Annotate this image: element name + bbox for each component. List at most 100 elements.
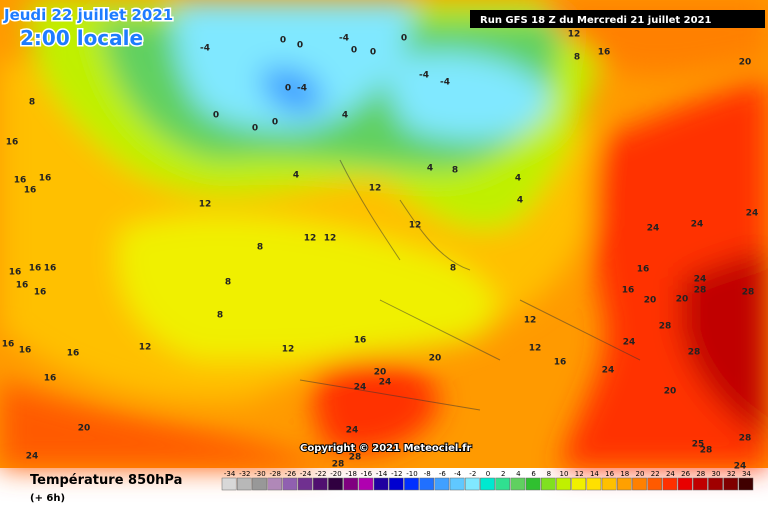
contour-label: 16 [16, 281, 29, 291]
scale-tick: -8 [424, 470, 431, 478]
contour-label: 25 [692, 440, 705, 450]
scale-box [708, 477, 723, 491]
scale-box [388, 477, 404, 491]
scale-tick: 32 [727, 470, 736, 478]
scale-box [540, 477, 556, 491]
contour-label: 16 [39, 174, 52, 184]
scale-tick: 26 [681, 470, 690, 478]
contour-label: 16 [354, 336, 367, 346]
contour-label: 4 [515, 174, 521, 184]
scale-tick: -20 [330, 470, 341, 478]
contour-label: 24 [346, 426, 359, 436]
scale-tick: 12 [575, 470, 584, 478]
scale-tick: 4 [516, 470, 521, 478]
contour-label: 28 [700, 446, 713, 456]
contour-label: 4 [342, 111, 348, 121]
contour-label: 24 [602, 366, 615, 376]
scale-tick: 6 [531, 470, 536, 478]
run-box [470, 10, 765, 28]
scale-box [616, 477, 632, 491]
scale-box [373, 477, 389, 491]
scale-box [632, 477, 647, 491]
contour-label: 12 [304, 234, 317, 244]
scale-box [221, 477, 237, 491]
contour-label: 16 [44, 264, 57, 274]
contour-label: 4 [517, 196, 523, 206]
scale-tick: -12 [391, 470, 402, 478]
contour-label: 0 [285, 84, 291, 94]
scale-tick: 16 [605, 470, 614, 478]
scale-box [601, 477, 617, 491]
contour-label: 16 [29, 264, 42, 274]
scale-box [434, 477, 450, 491]
contour-label: 8 [257, 243, 263, 253]
contour-label: 8 [574, 53, 580, 63]
scale-tick: 10 [560, 470, 569, 478]
contour-label: -4 [297, 84, 307, 94]
scale-box [738, 477, 754, 491]
contour-label: 12 [369, 184, 382, 194]
contour-label: -4 [200, 44, 210, 54]
scale-tick: -34 [224, 470, 236, 478]
scale-tick: 24 [666, 470, 675, 478]
contour-label: 20 [429, 354, 442, 364]
scale-box [236, 477, 252, 491]
contour-label: 12 [529, 344, 542, 354]
contour-label: 12 [282, 345, 295, 355]
contour-label: 12 [524, 316, 537, 326]
scale-tick: -32 [239, 470, 250, 478]
contour-label: 16 [6, 138, 19, 148]
contour-label: 8 [217, 311, 223, 321]
scale-box [677, 477, 693, 491]
contour-label: -4 [339, 34, 349, 44]
scale-tick: -28 [269, 470, 280, 478]
contour-label: 0 [272, 118, 278, 128]
contour-label: 12 [568, 30, 581, 40]
contour-label: 24 [354, 383, 367, 393]
contour-label: 24 [691, 220, 704, 230]
scale-box [267, 477, 283, 491]
contour-label: 28 [742, 288, 755, 298]
contour-label: 0 [351, 46, 357, 56]
scale-box [328, 477, 343, 491]
contour-label: 16 [9, 268, 22, 278]
scale-box [312, 477, 328, 491]
contour-label: 4 [427, 164, 433, 174]
legend-subtitle: (+ 6h) [30, 493, 65, 504]
scale-box [647, 477, 663, 491]
contour-label: 16 [637, 265, 650, 275]
contour-label: 24 [26, 452, 39, 462]
scale-tick: -24 [300, 470, 312, 478]
contour-label: 16 [24, 186, 37, 196]
contour-label: 8 [450, 264, 456, 274]
scale-box [480, 477, 495, 491]
contour-label: 8 [452, 166, 458, 176]
scale-box [571, 477, 587, 491]
scale-tick: 8 [547, 470, 551, 478]
scale-tick: 2 [501, 470, 505, 478]
contour-label: 8 [225, 278, 231, 288]
scale-tick: 14 [590, 470, 599, 478]
contour-label: 28 [332, 460, 345, 470]
scale-tick: -30 [254, 470, 265, 478]
contour-label: 24 [734, 462, 747, 472]
contour-label: 16 [44, 374, 57, 384]
scale-tick: -4 [454, 470, 462, 478]
scale-tick: -18 [345, 470, 356, 478]
scale-box [525, 477, 541, 491]
scale-box [419, 477, 435, 491]
scale-box [495, 477, 511, 491]
contour-label: 24 [623, 338, 636, 348]
contour-label: 24 [694, 275, 707, 285]
scale-box [723, 477, 739, 491]
scale-tick: -26 [285, 470, 297, 478]
scale-box [510, 477, 526, 491]
scale-box [282, 477, 298, 491]
contour-label: 24 [647, 224, 660, 234]
scale-tick: 28 [696, 470, 705, 478]
scale-box [343, 477, 359, 491]
contour-label: 24 [379, 378, 392, 388]
